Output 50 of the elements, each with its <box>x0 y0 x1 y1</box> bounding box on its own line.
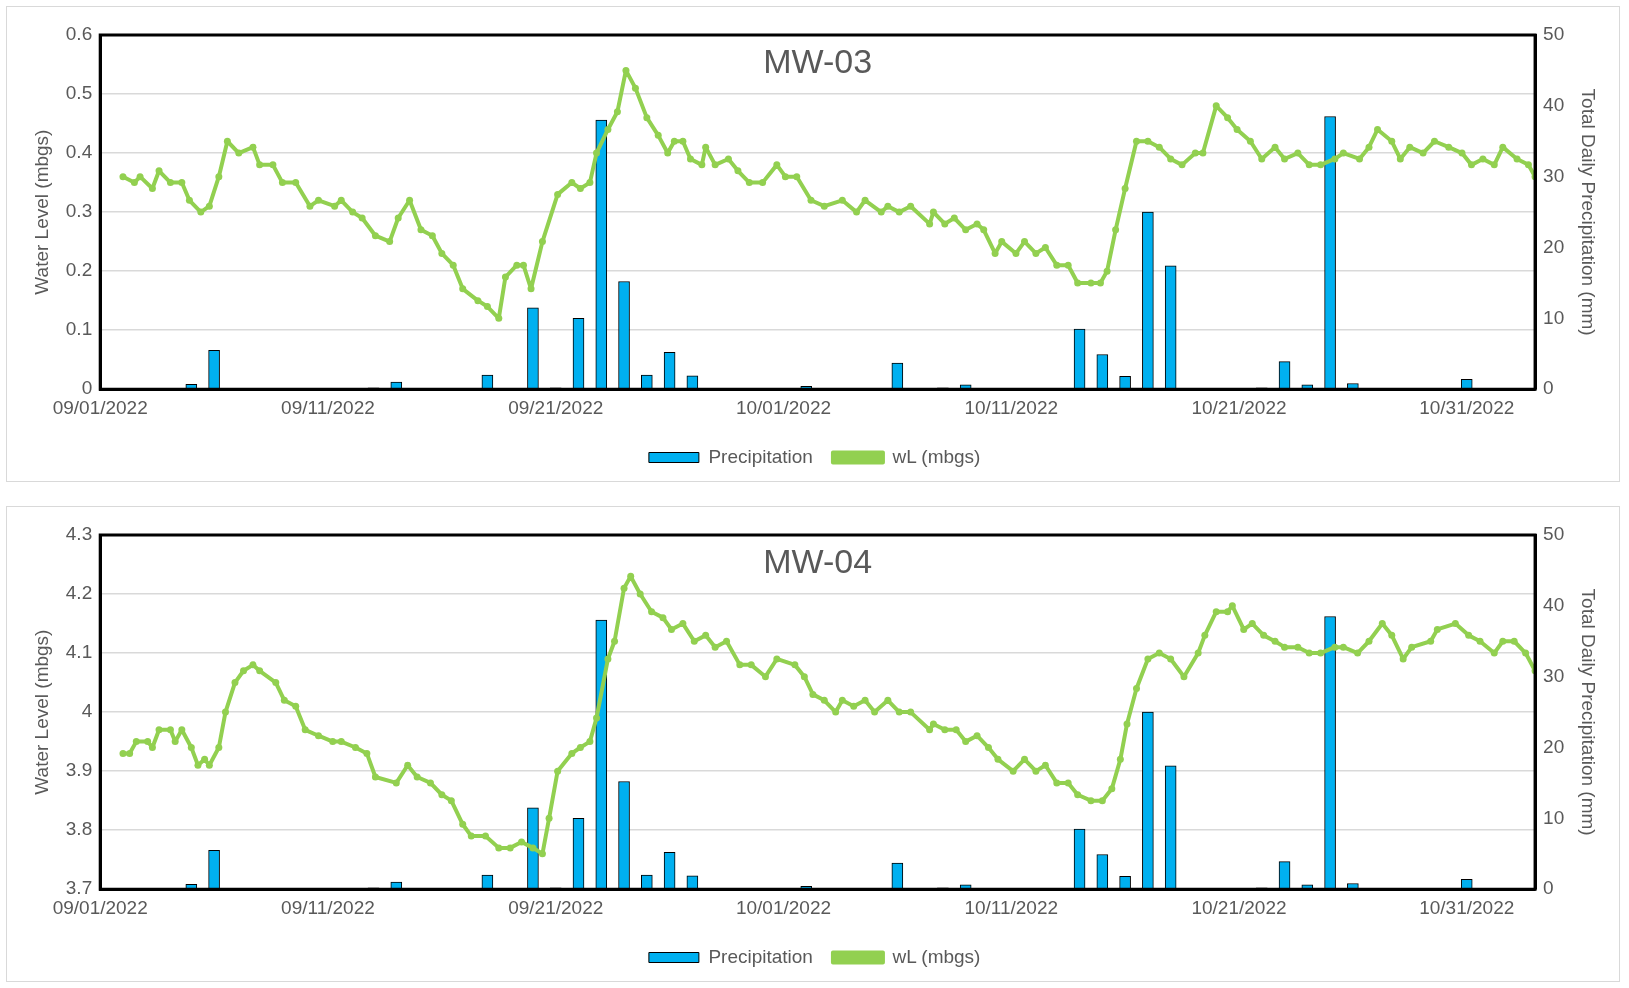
x-tick-label: 09/21/2022 <box>508 896 604 918</box>
y-tick-label: 4.3 <box>65 523 93 545</box>
x-tick-label: 10/31/2022 <box>1419 896 1515 918</box>
y2-axis-title: Total Daily Precipitation (mm) <box>1578 88 1600 336</box>
y-tick-label: 0.6 <box>65 23 93 45</box>
legend-label: wL (mbgs) <box>891 445 981 467</box>
x-tick-label: 10/11/2022 <box>964 396 1059 418</box>
chart-title: MW-04 <box>763 542 873 581</box>
y2-tick-label: 0 <box>1543 377 1554 399</box>
y-tick-label: 0.1 <box>65 318 93 340</box>
y-tick-label: 3.8 <box>65 818 93 840</box>
y2-tick-label: 10 <box>1543 806 1565 828</box>
y-tick-label: 3.9 <box>65 759 93 781</box>
x-tick-label: 10/21/2022 <box>1191 396 1287 418</box>
y-tick-label: 0.2 <box>65 259 93 281</box>
y-tick-label: 0.5 <box>65 82 93 104</box>
x-tick-label: 10/21/2022 <box>1191 896 1287 918</box>
y-tick-label: 4.1 <box>65 641 93 663</box>
y-tick-label: 3.7 <box>65 877 93 899</box>
y2-tick-label: 0 <box>1543 877 1554 899</box>
x-tick-label: 10/01/2022 <box>735 396 832 418</box>
y2-tick-label: 20 <box>1543 735 1565 757</box>
y-tick-label: 4 <box>81 700 93 722</box>
y2-tick-label: 50 <box>1543 23 1565 45</box>
x-tick-label: 09/01/2022 <box>52 396 148 418</box>
y2-tick-label: 40 <box>1543 94 1565 116</box>
y-tick-label: 0.4 <box>65 141 93 163</box>
x-tick-label: 09/11/2022 <box>281 396 375 418</box>
y-tick-label: 4.2 <box>65 582 93 604</box>
y2-axis-title: Total Daily Precipitation (mm) <box>1578 588 1600 836</box>
y2-tick-label: 50 <box>1543 523 1565 545</box>
y-tick-label: 0 <box>81 377 93 399</box>
y2-tick-label: 20 <box>1543 235 1565 257</box>
y-tick-label: 0.3 <box>65 200 93 222</box>
x-tick-label: 09/21/2022 <box>508 396 604 418</box>
x-tick-label: 10/01/2022 <box>735 896 832 918</box>
chart-title: MW-03 <box>763 42 873 81</box>
x-tick-label: 10/11/2022 <box>964 896 1059 918</box>
y2-tick-label: 30 <box>1543 164 1565 186</box>
legend-label: Precipitation <box>708 445 813 467</box>
legend-label: wL (mbgs) <box>891 945 981 967</box>
y2-tick-label: 40 <box>1543 594 1565 616</box>
x-tick-label: 10/31/2022 <box>1419 396 1515 418</box>
x-tick-label: 09/01/2022 <box>52 896 148 918</box>
legend-label: Precipitation <box>708 945 813 967</box>
y-axis-title: Water Level (mbgs) <box>30 629 52 795</box>
y-axis-title: Water Level (mbgs) <box>30 129 52 295</box>
x-tick-label: 09/11/2022 <box>281 896 375 918</box>
y2-tick-label: 30 <box>1543 664 1565 686</box>
y2-tick-label: 10 <box>1543 306 1565 328</box>
